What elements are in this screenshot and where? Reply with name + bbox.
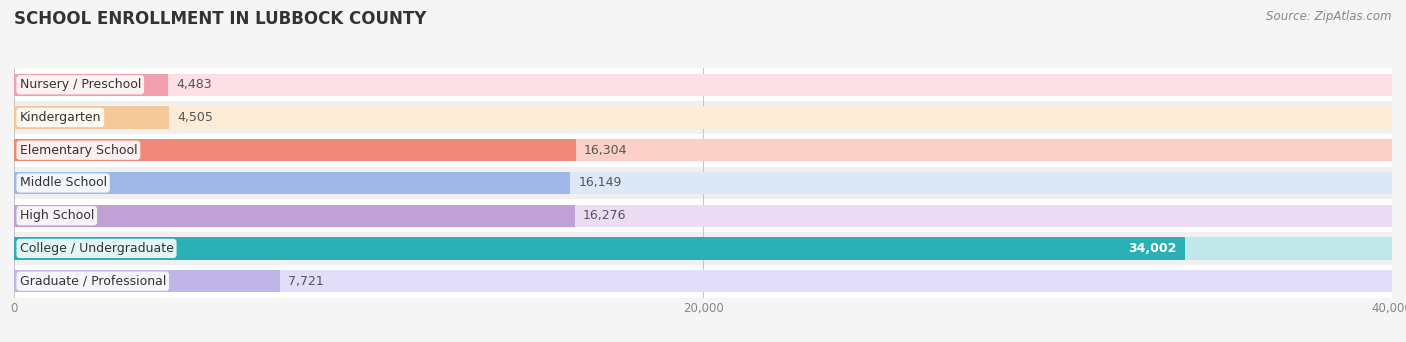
Text: SCHOOL ENROLLMENT IN LUBBOCK COUNTY: SCHOOL ENROLLMENT IN LUBBOCK COUNTY — [14, 10, 426, 28]
Bar — [14, 270, 280, 292]
Text: 7,721: 7,721 — [288, 275, 323, 288]
Bar — [14, 134, 1392, 167]
Bar — [14, 139, 575, 161]
Bar — [14, 74, 169, 96]
Text: 4,505: 4,505 — [177, 111, 214, 124]
Bar — [14, 74, 1392, 96]
Text: 16,149: 16,149 — [579, 176, 621, 189]
Bar — [14, 68, 1392, 101]
Bar — [14, 232, 1392, 265]
Text: 34,002: 34,002 — [1129, 242, 1177, 255]
Text: Kindergarten: Kindergarten — [20, 111, 101, 124]
Bar — [14, 199, 1392, 232]
Text: 4,483: 4,483 — [177, 78, 212, 91]
Text: College / Undergraduate: College / Undergraduate — [20, 242, 173, 255]
Text: 16,304: 16,304 — [583, 144, 627, 157]
Bar — [14, 237, 1185, 260]
Bar — [14, 205, 575, 227]
Bar — [14, 237, 1392, 260]
Bar — [14, 172, 1392, 194]
Bar — [14, 265, 1392, 298]
Bar — [14, 270, 1392, 292]
Text: Middle School: Middle School — [20, 176, 107, 189]
Text: High School: High School — [20, 209, 94, 222]
Text: Source: ZipAtlas.com: Source: ZipAtlas.com — [1267, 10, 1392, 23]
Text: Graduate / Professional: Graduate / Professional — [20, 275, 166, 288]
Bar — [14, 139, 1392, 161]
Text: Nursery / Preschool: Nursery / Preschool — [20, 78, 141, 91]
Bar — [14, 172, 571, 194]
Bar — [14, 106, 1392, 129]
Bar — [14, 106, 169, 129]
Bar — [14, 205, 1392, 227]
Bar — [14, 101, 1392, 134]
Bar — [14, 167, 1392, 199]
Text: 16,276: 16,276 — [583, 209, 627, 222]
Text: Elementary School: Elementary School — [20, 144, 138, 157]
